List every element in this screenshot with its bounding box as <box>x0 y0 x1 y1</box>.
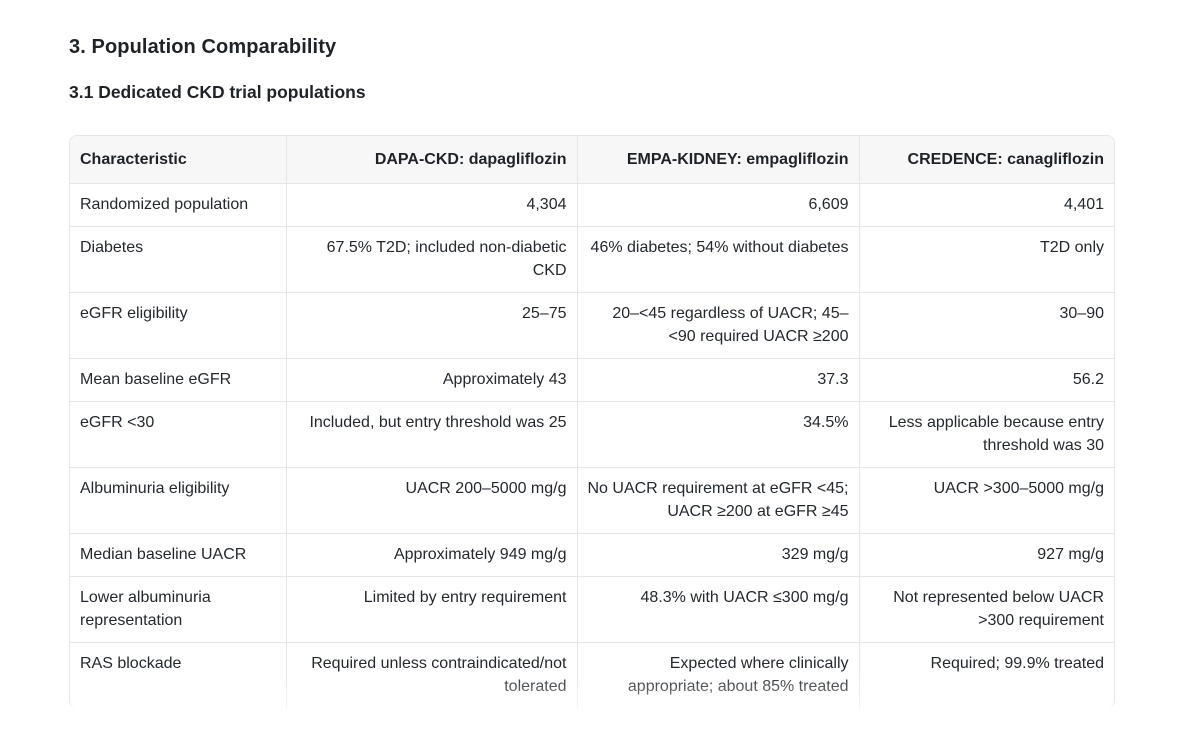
row-label: Mean baseline eGFR <box>70 358 287 402</box>
table-row: Lower albuminuria representation Limited… <box>70 576 1114 643</box>
table-row: eGFR <30 Included, but entry threshold w… <box>70 401 1114 468</box>
cell-credence: 56.2 <box>859 358 1114 402</box>
cell-dapa-ckd: Approximately 949 mg/g <box>286 533 578 577</box>
comparison-table-container[interactable]: Characteristic DAPA-CKD: dapagliflozin E… <box>69 135 1115 708</box>
cell-empa-kidney: 34.5% <box>577 401 860 468</box>
population-comparison-table: Characteristic DAPA-CKD: dapagliflozin E… <box>70 136 1114 708</box>
cell-empa-kidney: 48.3% with UACR ≤300 mg/g <box>577 576 860 643</box>
row-label: Diabetes <box>70 226 287 293</box>
table-row: Median baseline UACR Approximately 949 m… <box>70 533 1114 577</box>
cell-credence: Required; 99.9% treated <box>859 642 1114 708</box>
table-row: Albuminuria eligibility UACR 200–5000 mg… <box>70 467 1114 534</box>
header-empa-kidney: EMPA-KIDNEY: empagliflozin <box>577 136 860 184</box>
cell-dapa-ckd: Required unless contraindicated/not tole… <box>286 642 578 708</box>
cell-credence: 30–90 <box>859 292 1114 359</box>
subsection-title: 3.1 Dedicated CKD trial populations <box>69 82 366 102</box>
row-label: eGFR <30 <box>70 401 287 468</box>
table-row: RAS blockade Required unless contraindic… <box>70 642 1114 708</box>
cell-empa-kidney: 46% diabetes; 54% without diabetes <box>577 226 860 293</box>
row-label: Median baseline UACR <box>70 533 287 577</box>
cell-credence: 4,401 <box>859 183 1114 227</box>
cell-empa-kidney: 37.3 <box>577 358 860 402</box>
cell-dapa-ckd: Included, but entry threshold was 25 <box>286 401 578 468</box>
cell-credence: 927 mg/g <box>859 533 1114 577</box>
row-label: eGFR eligibility <box>70 292 287 359</box>
cell-empa-kidney: 329 mg/g <box>577 533 860 577</box>
table-row: Mean baseline eGFR Approximately 43 37.3… <box>70 358 1114 402</box>
cell-dapa-ckd: UACR 200–5000 mg/g <box>286 467 578 534</box>
table-header-row: Characteristic DAPA-CKD: dapagliflozin E… <box>70 136 1114 184</box>
table-row: Randomized population 4,304 6,609 4,401 <box>70 183 1114 227</box>
section-title: 3. Population Comparability <box>69 36 337 58</box>
cell-credence: Not represented below UACR >300 requirem… <box>859 576 1114 643</box>
cell-empa-kidney: Expected where clinically appropriate; a… <box>577 642 860 708</box>
cell-empa-kidney: 20–<45 regardless of UACR; 45–<90 requir… <box>577 292 860 359</box>
header-characteristic: Characteristic <box>70 136 287 184</box>
cell-dapa-ckd: Approximately 43 <box>286 358 578 402</box>
cell-credence: UACR >300–5000 mg/g <box>859 467 1114 534</box>
table-row: eGFR eligibility 25–75 20–<45 regardless… <box>70 292 1114 359</box>
cell-credence: T2D only <box>859 226 1114 293</box>
header-credence: CREDENCE: canagliflozin <box>859 136 1114 184</box>
cell-empa-kidney: 6,609 <box>577 183 860 227</box>
row-label: Lower albuminuria representation <box>70 576 287 643</box>
cell-dapa-ckd: 4,304 <box>286 183 578 227</box>
cell-dapa-ckd: 25–75 <box>286 292 578 359</box>
cell-credence: Less applicable because entry threshold … <box>859 401 1114 468</box>
cell-empa-kidney: No UACR requirement at eGFR <45; UACR ≥2… <box>577 467 860 534</box>
row-label: Randomized population <box>70 183 287 227</box>
table-row: Diabetes 67.5% T2D; included non-diabeti… <box>70 226 1114 293</box>
cell-dapa-ckd: Limited by entry requirement <box>286 576 578 643</box>
row-label: Albuminuria eligibility <box>70 467 287 534</box>
cell-dapa-ckd: 67.5% T2D; included non-diabetic CKD <box>286 226 578 293</box>
row-label: RAS blockade <box>70 642 287 708</box>
header-dapa-ckd: DAPA-CKD: dapagliflozin <box>286 136 578 184</box>
